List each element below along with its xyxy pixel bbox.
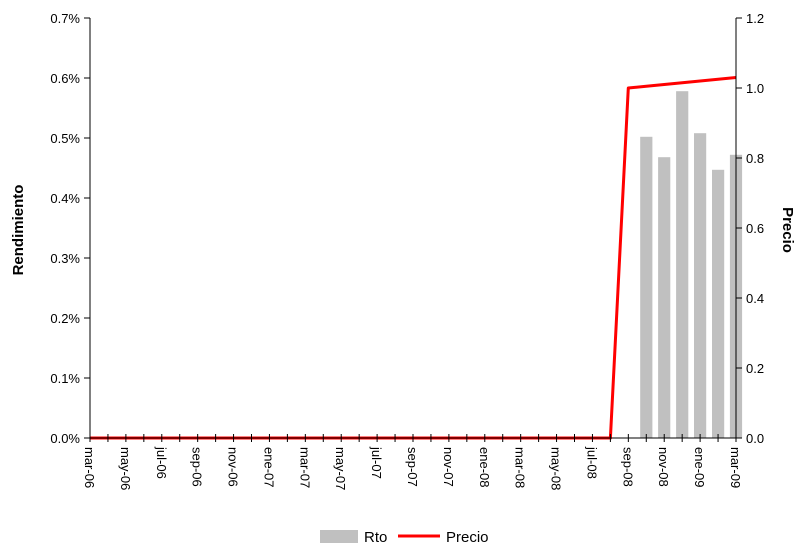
right-tick-label: 0.2 — [746, 361, 764, 376]
x-tick-label: ene-09 — [692, 447, 707, 487]
left-tick-label: 0.1% — [50, 371, 80, 386]
line-series-precio — [90, 76, 737, 440]
x-tick-label: mar-09 — [728, 447, 743, 488]
x-tick-label: may-06 — [118, 447, 133, 490]
right-tick-label: 0.6 — [746, 221, 764, 236]
x-tick-label: may-07 — [333, 447, 348, 490]
x-tick-label: nov-06 — [226, 447, 241, 487]
bar-rto — [712, 169, 725, 439]
right-tick-label: 1.0 — [746, 81, 764, 96]
left-axis-ticks: 0.0% 0.1% 0.2% 0.3% 0.4% 0.5% 0.6% 0.7% — [50, 11, 90, 446]
x-tick-label: mar-08 — [513, 447, 528, 488]
x-tick-label: sep-06 — [190, 447, 205, 487]
left-axis-title: Rendimiento — [10, 185, 27, 276]
right-axis-title: Precio — [779, 207, 795, 253]
right-tick-label: 0.0 — [746, 431, 764, 446]
x-tick-label: jul-07 — [369, 446, 384, 479]
x-tick-label: may-08 — [549, 447, 564, 490]
left-tick-label: 0.5% — [50, 131, 80, 146]
legend: Rto Precio — [320, 529, 489, 545]
x-tick-label: jul-08 — [584, 446, 599, 479]
left-tick-label: 0.7% — [50, 11, 80, 26]
legend-swatch-rto — [320, 530, 358, 543]
x-tick-label: nov-07 — [441, 447, 456, 487]
x-axis-ticks: mar-06 may-06 jul-06 sep-06 nov-06 ene-07 mar-… — [82, 434, 743, 490]
x-tick-label: ene-07 — [261, 447, 276, 487]
bar-rto — [640, 136, 653, 439]
right-tick-label: 0.8 — [746, 151, 764, 166]
left-tick-label: 0.6% — [50, 71, 80, 86]
x-tick-label: nov-08 — [656, 447, 671, 487]
right-tick-label: 1.2 — [746, 11, 764, 26]
axes — [89, 18, 737, 439]
right-axis-ticks: 0.0 0.2 0.4 0.6 0.8 1.0 1.2 — [736, 11, 764, 446]
left-tick-label: 0.4% — [50, 191, 80, 206]
left-tick-label: 0.2% — [50, 311, 80, 326]
left-tick-label: 0.3% — [50, 251, 80, 266]
x-tick-label: mar-07 — [297, 447, 312, 488]
x-tick-label: ene-08 — [477, 447, 492, 487]
line-precio — [90, 76, 737, 440]
bar-rto — [694, 133, 707, 438]
left-tick-label: 0.0% — [50, 431, 80, 446]
bar-series-rto — [640, 91, 743, 439]
x-tick-label: sep-08 — [620, 447, 635, 487]
right-tick-label: 0.4 — [746, 291, 764, 306]
x-tick-label: sep-07 — [405, 447, 420, 487]
legend-label-precio: Precio — [446, 529, 489, 545]
bar-rto — [658, 157, 671, 438]
x-tick-label: mar-06 — [82, 447, 97, 488]
x-tick-label: jul-06 — [154, 446, 169, 479]
bar-rto — [676, 91, 689, 438]
legend-label-rto: Rto — [364, 529, 387, 545]
